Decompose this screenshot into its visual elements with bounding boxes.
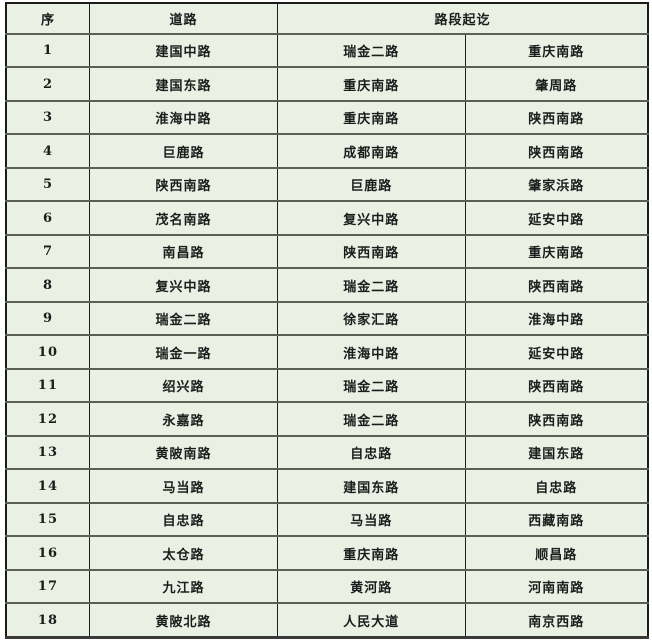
table-row: 10 瑞金一路 淮海中路 延安中路: [4, 334, 649, 370]
cell-from: 成都南路: [277, 133, 466, 169]
cell-from: 淮海中路: [277, 334, 466, 370]
cell-road: 陕西南路: [88, 166, 279, 203]
cell-no: 8: [4, 267, 90, 303]
table-header-row: 序 道路 路段起讫: [4, 2, 650, 35]
cell-no: 18: [4, 602, 90, 639]
cell-road: 黄陂南路: [88, 434, 279, 471]
cell-to: 延安中路: [464, 200, 649, 236]
header-section: 路段起讫: [277, 2, 650, 35]
table-row: 4 巨鹿路 成都南路 陕西南路: [4, 133, 649, 169]
cell-road: 马当路: [88, 468, 279, 504]
cell-road: 淮海中路: [88, 99, 279, 136]
cell-from: 马当路: [277, 501, 466, 538]
cell-road: 瑞金一路: [88, 334, 279, 370]
cell-from: 自忠路: [277, 434, 466, 471]
cell-from: 徐家汇路: [277, 300, 466, 337]
table-row: 8 复兴中路 瑞金二路 陕西南路: [4, 267, 649, 303]
cell-no: 11: [4, 367, 90, 404]
cell-no: 17: [4, 568, 90, 605]
cell-no: 12: [4, 401, 90, 437]
cell-no: 13: [4, 434, 90, 471]
cell-to: 南京西路: [464, 602, 649, 639]
table-row: 12 永嘉路 瑞金二路 陕西南路: [4, 401, 649, 437]
cell-to: 河南南路: [464, 568, 649, 605]
cell-from: 瑞金二路: [277, 32, 466, 69]
table-row: 2 建国东路 重庆南路 肇周路: [4, 66, 649, 102]
cell-to: 重庆南路: [464, 233, 649, 270]
cell-road: 建国中路: [88, 32, 279, 69]
road-sections-table: 序 道路 路段起讫 1 建国中路 瑞金二路 重庆南路 2 建国东路 重庆南路 肇…: [4, 2, 650, 639]
cell-from: 黄河路: [277, 568, 466, 605]
cell-no: 7: [4, 233, 90, 270]
table-row: 9 瑞金二路 徐家汇路 淮海中路: [4, 300, 649, 337]
cell-from: 重庆南路: [277, 99, 466, 136]
cell-from: 巨鹿路: [277, 166, 466, 203]
cell-from: 瑞金二路: [277, 267, 466, 303]
table-row: 14 马当路 建国东路 自忠路: [4, 468, 649, 504]
cell-from: 陕西南路: [277, 233, 466, 270]
cell-to: 顺昌路: [464, 535, 649, 571]
cell-to: 陕西南路: [464, 401, 649, 437]
cell-to: 陕西南路: [464, 99, 649, 136]
cell-no: 3: [4, 99, 90, 136]
table-row: 3 淮海中路 重庆南路 陕西南路: [4, 99, 649, 136]
table-row: 6 茂名南路 复兴中路 延安中路: [4, 200, 649, 236]
cell-to: 陕西南路: [464, 267, 649, 303]
cell-to: 自忠路: [464, 468, 649, 504]
cell-road: 复兴中路: [88, 267, 279, 303]
cell-road: 自忠路: [88, 501, 279, 538]
table-row: 7 南昌路 陕西南路 重庆南路: [4, 233, 649, 270]
cell-to: 陕西南路: [464, 367, 649, 404]
cell-road: 太仓路: [88, 535, 279, 571]
cell-no: 14: [4, 468, 90, 504]
cell-from: 重庆南路: [277, 535, 466, 571]
cell-from: 重庆南路: [277, 66, 466, 102]
cell-no: 9: [4, 300, 90, 337]
cell-road: 瑞金二路: [88, 300, 279, 337]
cell-no: 10: [4, 334, 90, 370]
cell-to: 延安中路: [464, 334, 649, 370]
cell-road: 南昌路: [88, 233, 279, 270]
cell-road: 绍兴路: [88, 367, 279, 404]
cell-no: 15: [4, 501, 90, 538]
cell-from: 瑞金二路: [277, 367, 466, 404]
cell-from: 复兴中路: [277, 200, 466, 236]
cell-road: 永嘉路: [88, 401, 279, 437]
cell-no: 1: [4, 32, 90, 69]
table-row: 11 绍兴路 瑞金二路 陕西南路: [4, 367, 649, 404]
cell-no: 6: [4, 200, 90, 236]
table-row: 13 黄陂南路 自忠路 建国东路: [4, 434, 649, 471]
table-row: 15 自忠路 马当路 西藏南路: [4, 501, 649, 538]
cell-from: 瑞金二路: [277, 401, 466, 437]
table-row: 1 建国中路 瑞金二路 重庆南路: [4, 32, 649, 69]
header-no: 序: [4, 2, 90, 35]
cell-no: 16: [4, 535, 90, 571]
table-body: 1 建国中路 瑞金二路 重庆南路 2 建国东路 重庆南路 肇周路 3 淮海中路 …: [4, 32, 649, 639]
cell-to: 淮海中路: [464, 300, 649, 337]
cell-to: 陕西南路: [464, 133, 649, 169]
table-row: 16 太仓路 重庆南路 顺昌路: [4, 535, 649, 571]
cell-no: 5: [4, 166, 90, 203]
cell-from: 建国东路: [277, 468, 466, 504]
cell-to: 重庆南路: [464, 32, 649, 69]
cell-to: 肇家浜路: [464, 166, 649, 203]
cell-road: 建国东路: [88, 66, 279, 102]
cell-road: 巨鹿路: [88, 133, 279, 169]
cell-to: 肇周路: [464, 66, 649, 102]
cell-no: 2: [4, 66, 90, 102]
table-row: 17 九江路 黄河路 河南南路: [4, 568, 649, 605]
cell-no: 4: [4, 133, 90, 169]
table-row: 18 黄陂北路 人民大道 南京西路: [4, 602, 649, 639]
cell-road: 茂名南路: [88, 200, 279, 236]
header-road: 道路: [88, 2, 279, 35]
cell-to: 西藏南路: [464, 501, 649, 538]
cell-road: 九江路: [88, 568, 279, 605]
table-row: 5 陕西南路 巨鹿路 肇家浜路: [4, 166, 649, 203]
cell-from: 人民大道: [277, 602, 466, 639]
cell-road: 黄陂北路: [88, 602, 279, 639]
cell-to: 建国东路: [464, 434, 649, 471]
